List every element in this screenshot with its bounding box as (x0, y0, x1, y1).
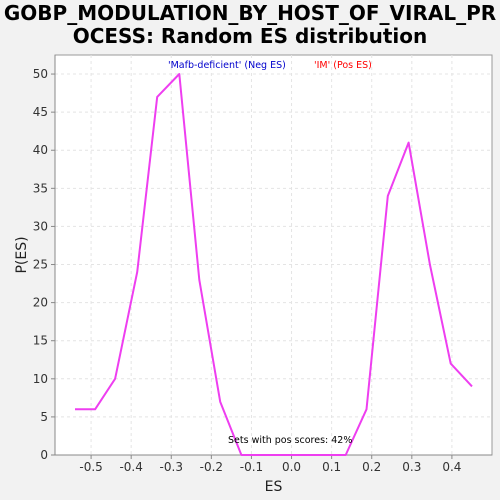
y-tick-label: 45 (33, 105, 48, 119)
x-tick-label: 0.0 (282, 460, 301, 474)
pos-scores-annotation: Sets with pos scores: 42% (228, 435, 352, 446)
series-lines (75, 73, 473, 456)
chart-title: GOBP_MODULATION_BY_HOST_OF_VIRAL_PR OCES… (0, 2, 500, 48)
y-tick-label: 20 (33, 296, 48, 310)
x-tick-label: -0.1 (240, 460, 263, 474)
y-tick-label: 15 (33, 334, 48, 348)
y-tick-label: 30 (33, 219, 48, 233)
y-tick-label: 35 (33, 181, 48, 195)
x-tick-label: -0.4 (119, 460, 142, 474)
legend-neg-es: 'Mafb-deficient' (Neg ES) (168, 60, 286, 71)
x-tick-label: -0.5 (79, 460, 102, 474)
x-axis-title: ES (265, 479, 283, 495)
chart-title-line-2: OCESS: Random ES distribution (72, 24, 428, 48)
y-tick-label: 0 (40, 448, 48, 462)
x-tick-labels: -0.5 -0.4 -0.3 -0.2 -0.1 0.0 0.1 0.2 0.3 0.4 (79, 460, 461, 474)
y-tick-labels: 0 5 10 15 20 25 30 35 40 45 50 (33, 67, 48, 462)
x-tick-label: 0.2 (362, 460, 381, 474)
y-tick-label: 25 (33, 258, 48, 272)
x-tick-label: -0.3 (160, 460, 183, 474)
y-tick-label: 5 (40, 410, 48, 424)
y-tick-label: 40 (33, 143, 48, 157)
y-tick-label: 50 (33, 67, 48, 81)
x-tick-label: 0.1 (322, 460, 341, 474)
x-tick-label: 0.3 (402, 460, 421, 474)
y-axis-title: P(ES) (14, 236, 30, 273)
series-line (75, 73, 473, 456)
y-tick-label: 10 (33, 372, 48, 386)
chart-title-line-1: GOBP_MODULATION_BY_HOST_OF_VIRAL_PR (3, 1, 497, 25)
x-tick-label: -0.2 (200, 460, 223, 474)
legend-pos-es: 'IM' (Pos ES) (314, 60, 372, 71)
x-tick-label: 0.4 (442, 460, 461, 474)
plot-area (54, 54, 493, 456)
